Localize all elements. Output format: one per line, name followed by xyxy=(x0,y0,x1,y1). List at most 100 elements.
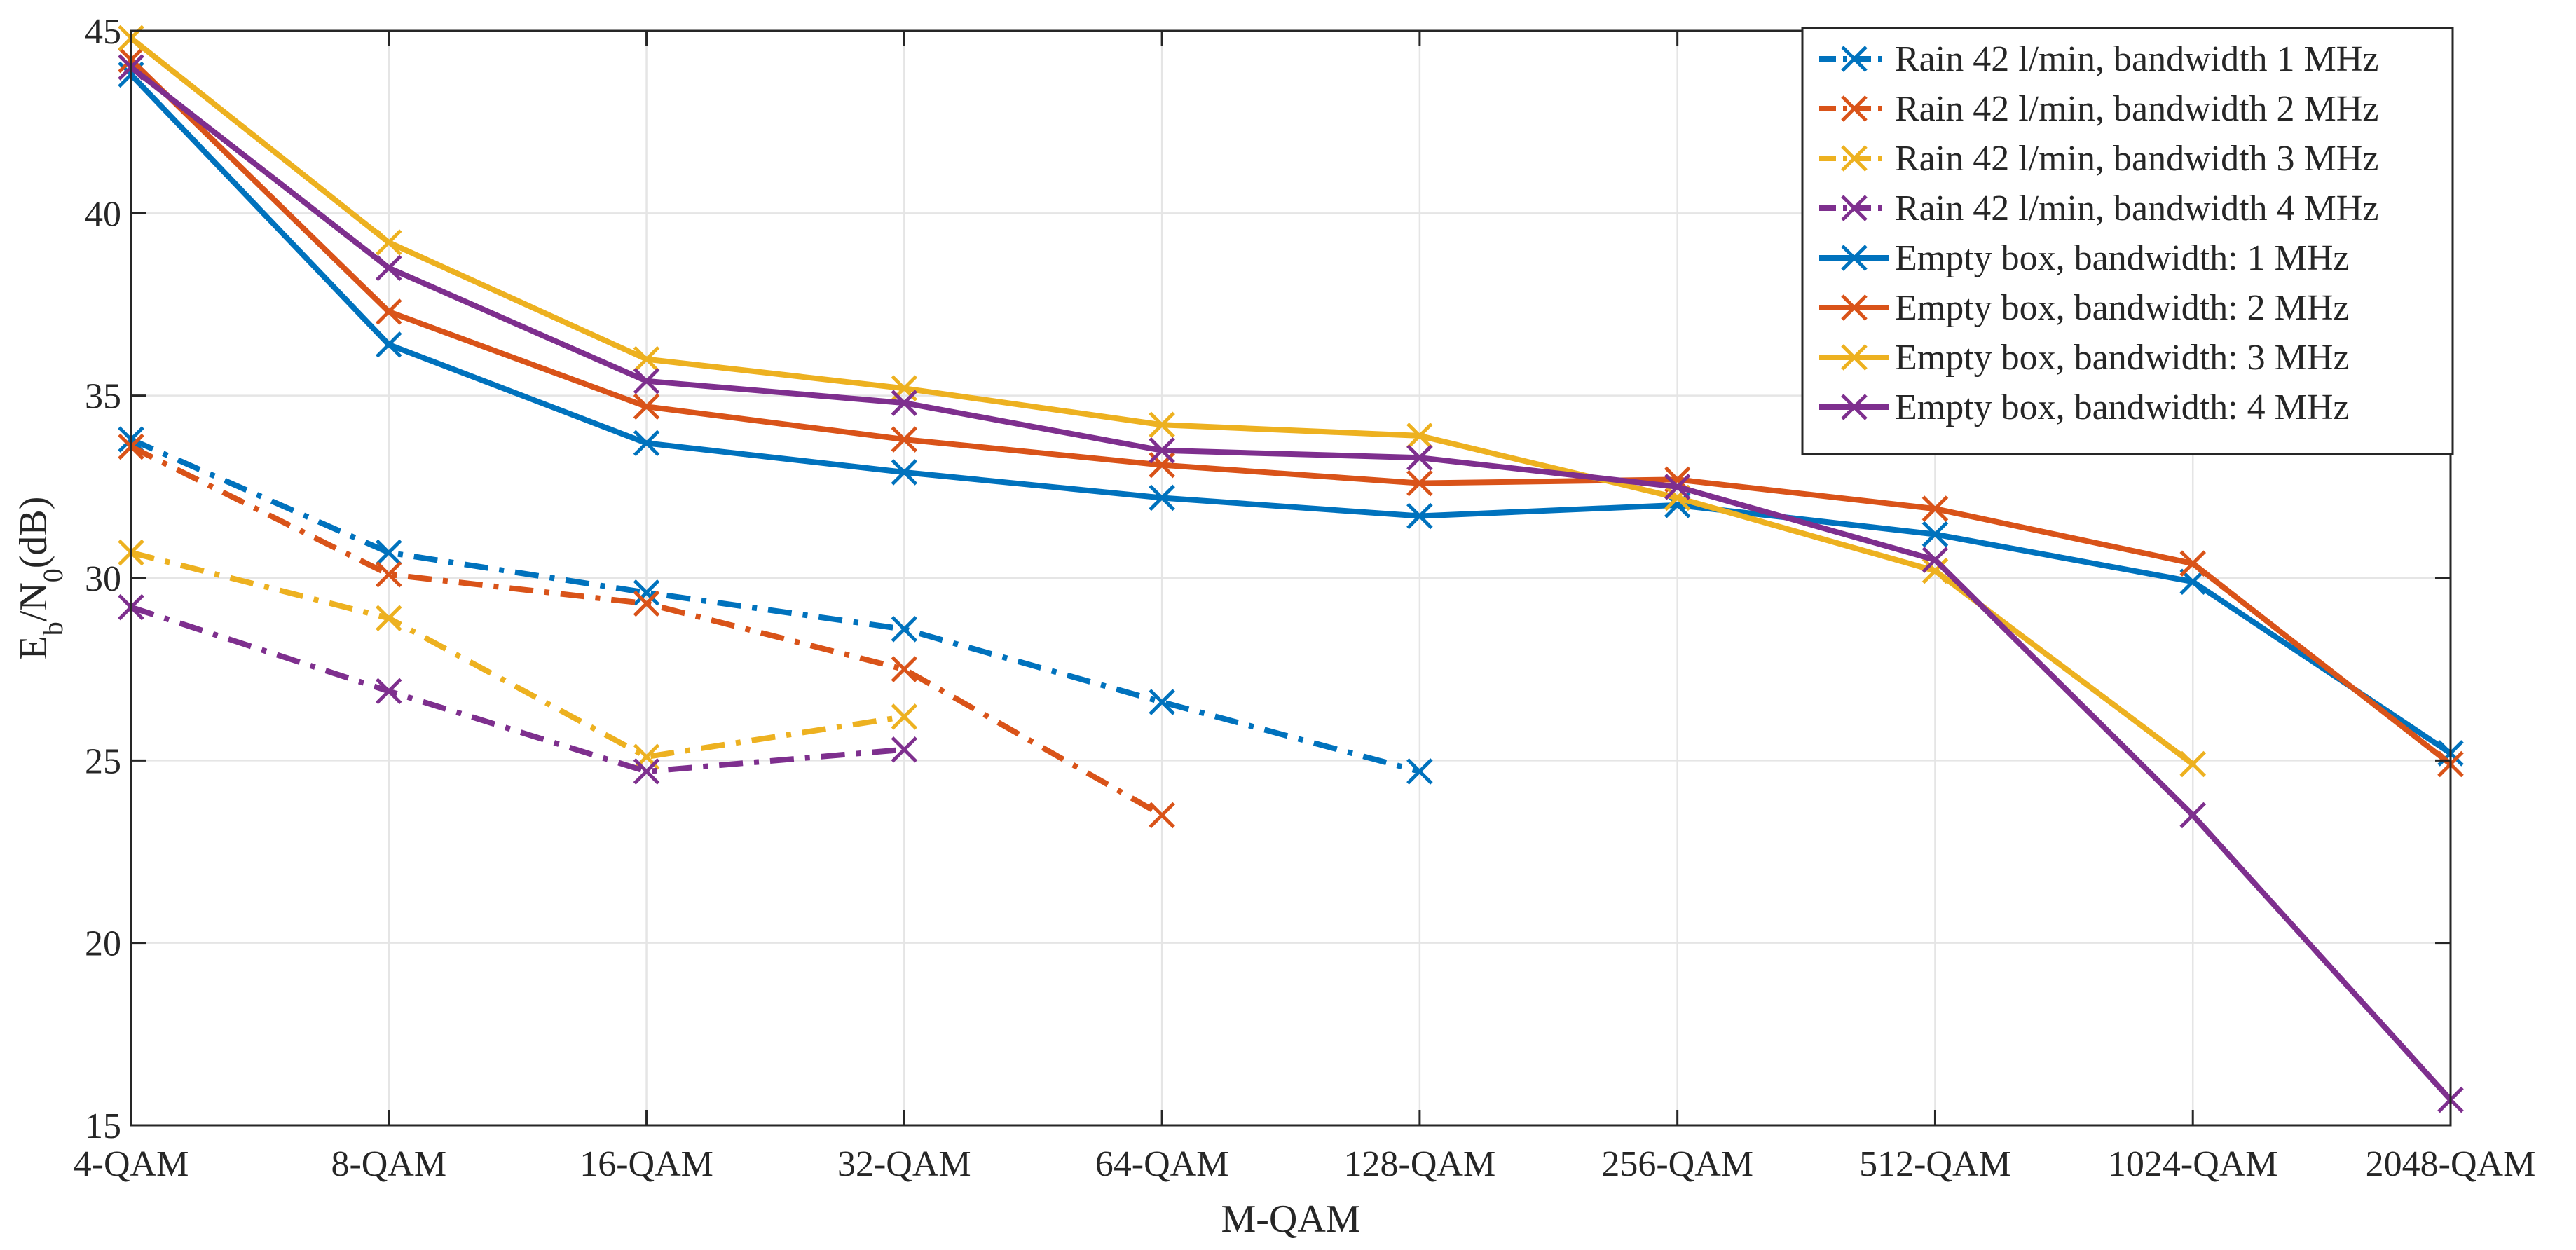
data-point-8-qam xyxy=(376,254,402,282)
series-line-empty-box-bandwidth-1-mhz xyxy=(129,72,2453,756)
data-point-8-qam xyxy=(376,605,402,632)
data-point-16-qam xyxy=(633,368,660,394)
legend-entry-empty-box-bandwidth-1-mhz: Empty box, bandwidth: 1 MHz xyxy=(1819,238,2350,278)
legend-label: Rain 42 l/min, bandwidth 1 MHz xyxy=(1895,39,2378,79)
series-line-empty-box-bandwidth-4-mhz xyxy=(129,64,2453,1102)
legend-box xyxy=(1801,27,2454,455)
data-point-512-qam xyxy=(1921,547,1949,573)
x-tick-label-128-qam: 128-QAM xyxy=(1344,1144,1496,1184)
x-tick-label-16-qam: 16-QAM xyxy=(580,1144,713,1184)
data-point-32-qam xyxy=(891,616,918,643)
data-point-256-qam xyxy=(1664,474,1691,500)
data-point-8-qam xyxy=(376,229,402,256)
legend-marker xyxy=(1841,145,1868,172)
series-line-empty-box-bandwidth-2-mhz xyxy=(129,57,2453,767)
data-point-16-qam xyxy=(633,393,660,420)
data-point-8-qam xyxy=(376,298,402,325)
legend-marker xyxy=(1841,95,1868,122)
data-point-16-qam xyxy=(633,430,660,457)
legend-label: Empty box, bandwidth: 2 MHz xyxy=(1895,288,2350,328)
data-point-64-qam xyxy=(1149,437,1175,464)
series-rain-42-l-min-bandwidth-1-mhz xyxy=(118,426,1433,785)
y-axis-label: Eb/N0(dB) xyxy=(12,497,69,660)
y-tick-label-30: 30 xyxy=(85,559,121,599)
y-tick-label-45: 45 xyxy=(85,12,121,52)
data-point-32-qam xyxy=(891,459,918,486)
y-tick-label-35: 35 xyxy=(85,377,121,417)
data-point-128-qam xyxy=(1406,502,1433,530)
data-point-32-qam xyxy=(891,656,918,682)
legend-entries: Rain 42 l/min, bandwidth 1 MHz Rain 42 l/… xyxy=(1819,39,2378,427)
legend-marker xyxy=(1841,294,1868,321)
y-tick-label-25: 25 xyxy=(85,741,121,781)
legend: Rain 42 l/min, bandwidth 1 MHz Rain 42 l/… xyxy=(1801,27,2454,455)
data-point-16-qam xyxy=(633,579,660,606)
series-line-rain-42-l-min-bandwidth-1-mhz xyxy=(130,437,1420,774)
data-point-8-qam xyxy=(376,678,402,705)
legend-label: Empty box, bandwidth: 4 MHz xyxy=(1895,387,2350,427)
x-tick-labels: 4-QAM 8-QAM 16-QAM 32-QAM 64-QAM 128-QAM 256-Q… xyxy=(74,1144,2536,1184)
data-point-8-qam xyxy=(376,561,402,588)
data-point-64-qam xyxy=(1149,411,1175,439)
x-tick-label-4-qam: 4-QAM xyxy=(74,1144,189,1184)
legend-marker xyxy=(1841,394,1868,420)
y-axis-label-n: /N xyxy=(12,582,55,621)
legend-entry-rain-42-l-min-bandwidth-1-mhz: Rain 42 l/min, bandwidth 1 MHz xyxy=(1819,39,2378,79)
data-point-32-qam xyxy=(891,426,918,453)
x-tick-label-64-qam: 64-QAM xyxy=(1095,1144,1229,1184)
legend-entry-rain-42-l-min-bandwidth-3-mhz: Rain 42 l/min, bandwidth 3 MHz xyxy=(1819,139,2378,179)
x-tick-label-2048-qam: 2048-QAM xyxy=(2366,1144,2536,1184)
y-axis-label-sub-b: b xyxy=(37,621,69,636)
x-tick-label-1024-qam: 1024-QAM xyxy=(2108,1144,2278,1184)
data-point-16-qam xyxy=(633,345,660,373)
y-axis-label-e: E xyxy=(12,636,55,659)
legend-marker xyxy=(1841,344,1868,371)
data-point-16-qam xyxy=(633,590,660,617)
legend-marker xyxy=(1841,245,1868,271)
data-point-1024-qam xyxy=(2179,750,2206,778)
x-tick-label-8-qam: 8-QAM xyxy=(331,1144,446,1184)
data-point-128-qam xyxy=(1406,444,1433,471)
x-tick-label-32-qam: 32-QAM xyxy=(837,1144,971,1184)
legend-entry-empty-box-bandwidth-2-mhz: Empty box, bandwidth: 2 MHz xyxy=(1819,288,2350,328)
y-axis-label-sub-0: 0 xyxy=(37,568,69,582)
data-point-32-qam xyxy=(891,390,918,416)
legend-label: Empty box, bandwidth: 1 MHz xyxy=(1895,238,2350,278)
legend-label: Rain 42 l/min, bandwidth 4 MHz xyxy=(1895,188,2378,228)
data-point-8-qam xyxy=(376,539,402,566)
data-point-16-qam xyxy=(633,758,660,785)
legend-entry-empty-box-bandwidth-4-mhz: Empty box, bandwidth: 4 MHz xyxy=(1819,387,2350,427)
legend-label: Rain 42 l/min, bandwidth 2 MHz xyxy=(1895,89,2378,129)
data-point-32-qam xyxy=(891,736,918,763)
legend-entry-rain-42-l-min-bandwidth-4-mhz: Rain 42 l/min, bandwidth 4 MHz xyxy=(1819,188,2378,228)
legend-label: Empty box, bandwidth: 3 MHz xyxy=(1895,338,2350,378)
series-line-rain-42-l-min-bandwidth-4-mhz xyxy=(130,604,905,774)
data-point-512-qam xyxy=(1921,557,1949,584)
data-point-8-qam xyxy=(376,331,402,358)
legend-entry-empty-box-bandwidth-3-mhz: Empty box, bandwidth: 3 MHz xyxy=(1819,338,2350,378)
data-point-512-qam xyxy=(1921,521,1949,548)
y-tick-label-40: 40 xyxy=(85,194,121,234)
data-point-1024-qam xyxy=(2179,802,2206,829)
x-axis-label: M-QAM xyxy=(1221,1197,1360,1241)
y-tick-label-15: 15 xyxy=(85,1106,121,1146)
data-point-1024-qam xyxy=(2179,550,2206,577)
legend-label: Rain 42 l/min, bandwidth 3 MHz xyxy=(1895,139,2378,179)
data-point-64-qam xyxy=(1149,484,1175,511)
data-point-128-qam xyxy=(1406,423,1433,449)
x-tick-label-256-qam: 256-QAM xyxy=(1601,1144,1753,1184)
x-tick-label-512-qam: 512-QAM xyxy=(1859,1144,2011,1184)
y-axis-label-db: (dB) xyxy=(12,497,55,569)
legend-marker xyxy=(1841,46,1868,72)
data-point-128-qam xyxy=(1406,469,1433,497)
series-layer xyxy=(118,25,2464,1113)
data-point-64-qam xyxy=(1149,802,1175,829)
legend-marker xyxy=(1841,195,1868,221)
data-point-128-qam xyxy=(1406,758,1433,785)
y-tick-labels: 15 20 25 30 35 40 45 xyxy=(85,12,121,1146)
data-point-32-qam xyxy=(891,703,918,730)
y-tick-label-20: 20 xyxy=(85,924,121,964)
data-point-512-qam xyxy=(1921,495,1949,522)
